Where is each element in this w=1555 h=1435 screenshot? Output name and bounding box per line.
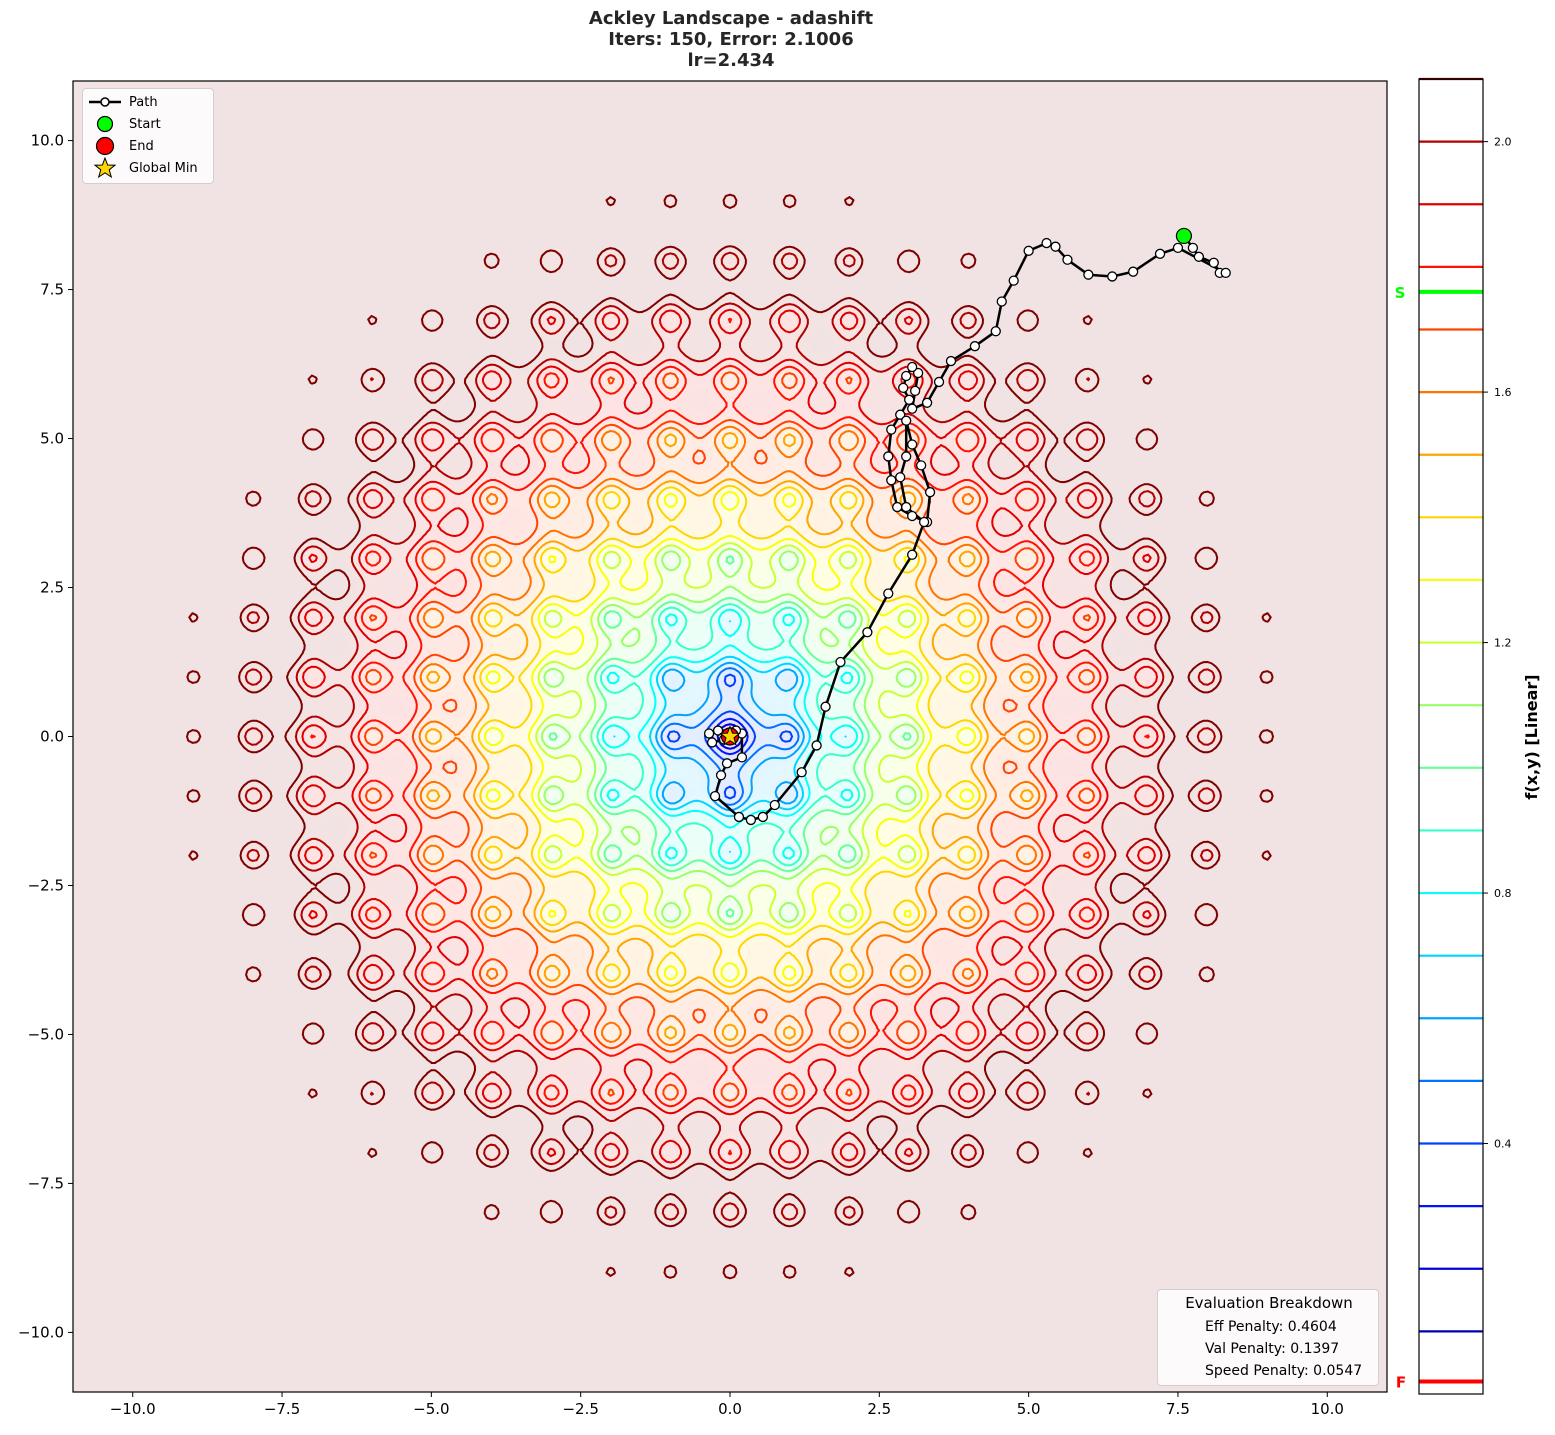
x-axis: −10.0 −7.5 −5.0 −2.5 0.0 2.5 5.0 7.5 10.0 — [110, 1392, 1344, 1418]
legend-label: Path — [129, 94, 158, 110]
svg-text:1.2: 1.2 — [1494, 637, 1512, 650]
chart-title: Ackley Landscape - adashift Iters: 150, … — [0, 8, 1462, 71]
legend-item-start: Start — [83, 113, 213, 135]
legend-item-end: End — [83, 135, 213, 157]
svg-text:0.4: 0.4 — [1494, 1138, 1512, 1151]
svg-text:2.0: 2.0 — [1494, 136, 1512, 149]
svg-text:0.0: 0.0 — [718, 1400, 742, 1418]
svg-text:−10.0: −10.0 — [18, 1323, 64, 1341]
svg-text:5.0: 5.0 — [40, 430, 64, 448]
legend-label: Start — [129, 116, 161, 132]
svg-text:−7.5: −7.5 — [264, 1400, 300, 1418]
legend-item-path: Path — [83, 91, 213, 113]
speed-penalty: Speed Penalty: 0.0547 — [1205, 1363, 1363, 1379]
optimizer-path — [703, 227, 1231, 826]
legend-label: End — [129, 138, 154, 154]
legend-label: Global Min — [129, 160, 198, 176]
legend-item-global-min: Global Min — [83, 157, 213, 179]
y-axis: −10.0 −7.5 −5.0 −2.5 0.0 2.5 5.0 7.5 10.0 — [18, 132, 73, 1341]
svg-text:0.8: 0.8 — [1494, 887, 1512, 900]
contour-lines — [186, 193, 1274, 1280]
eff-penalty: Eff Penalty: 0.4604 — [1205, 1319, 1337, 1335]
colorbar: S F 0.4 0.8 1.2 1.6 2.0 f(x,y) [Linear] — [1395, 77, 1541, 1395]
svg-text:F: F — [1396, 1373, 1406, 1391]
chart-title-line-3: lr=2.434 — [687, 50, 775, 71]
svg-text:1.6: 1.6 — [1494, 386, 1512, 399]
svg-text:0.0: 0.0 — [40, 728, 64, 746]
evaluation-breakdown-box: Evaluation Breakdown Eff Penalty: 0.4604… — [1157, 1289, 1379, 1386]
svg-text:−5.0: −5.0 — [28, 1025, 64, 1043]
svg-text:−5.0: −5.0 — [413, 1400, 449, 1418]
svg-text:10.0: 10.0 — [31, 132, 64, 150]
legend: Path Start End Global Min — [82, 88, 214, 184]
evaluation-header: Evaluation Breakdown — [1185, 1294, 1353, 1312]
chart-title-line-1: Ackley Landscape - adashift — [588, 8, 874, 29]
svg-text:S: S — [1395, 284, 1406, 302]
svg-text:2.5: 2.5 — [867, 1400, 891, 1418]
svg-text:7.5: 7.5 — [40, 281, 64, 299]
val-penalty: Val Penalty: 0.1397 — [1205, 1341, 1340, 1357]
svg-text:2.5: 2.5 — [40, 579, 64, 597]
svg-text:f(x,y) [Linear]: f(x,y) [Linear] — [1522, 674, 1541, 799]
chart-title-line-2: Iters: 150, Error: 2.1006 — [608, 29, 854, 50]
svg-text:5.0: 5.0 — [1017, 1400, 1041, 1418]
svg-text:10.0: 10.0 — [1311, 1400, 1344, 1418]
star-icon — [83, 157, 129, 179]
svg-text:−2.5: −2.5 — [28, 876, 64, 894]
svg-text:7.5: 7.5 — [1166, 1400, 1190, 1418]
end-circle-icon — [83, 135, 129, 157]
svg-text:−2.5: −2.5 — [562, 1400, 598, 1418]
svg-text:−10.0: −10.0 — [110, 1400, 156, 1418]
svg-text:−7.5: −7.5 — [28, 1174, 64, 1192]
path-line-icon — [83, 91, 129, 113]
start-circle-icon — [83, 113, 129, 135]
